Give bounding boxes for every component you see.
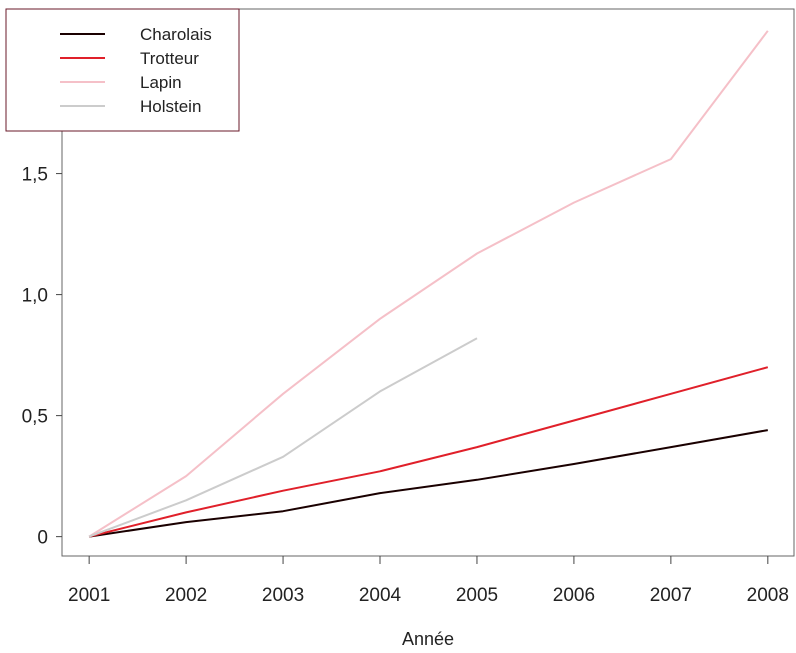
series-line-trotteur — [88, 366, 769, 538]
x-tick-label: 2007 — [650, 585, 692, 606]
series-line-lapin — [88, 30, 769, 538]
x-tick-label: 2005 — [456, 585, 498, 606]
x-tick-label: 2002 — [165, 585, 207, 606]
x-tick-label: 2003 — [262, 585, 304, 606]
y-tick-label: 1,5 — [22, 165, 48, 186]
legend-label-holstein: Holstein — [140, 97, 201, 116]
x-tick-label: 2006 — [553, 585, 595, 606]
series-layer — [88, 30, 769, 538]
x-axis: 2001 2002 2003 2004 2005 2006 2007 2008 — [68, 556, 789, 606]
x-tick-label: 2004 — [359, 585, 402, 606]
legend: Charolais Trotteur Lapin Holstein — [5, 8, 240, 132]
series-line-holstein — [88, 337, 478, 538]
x-axis-label: Année — [402, 629, 454, 649]
legend-label-charolais: Charolais — [140, 25, 212, 44]
legend-label-trotteur: Trotteur — [140, 49, 199, 68]
y-tick-label: 0 — [37, 528, 48, 549]
series-line-charolais — [88, 429, 768, 538]
legend-label-lapin: Lapin — [140, 73, 182, 92]
y-tick-label: 0,5 — [22, 407, 48, 428]
plot-frame — [61, 8, 795, 557]
x-tick-label: 2001 — [68, 585, 110, 606]
legend-box — [5, 8, 240, 132]
x-tick-label: 2008 — [747, 585, 789, 606]
y-tick-label: 1,0 — [22, 286, 48, 307]
